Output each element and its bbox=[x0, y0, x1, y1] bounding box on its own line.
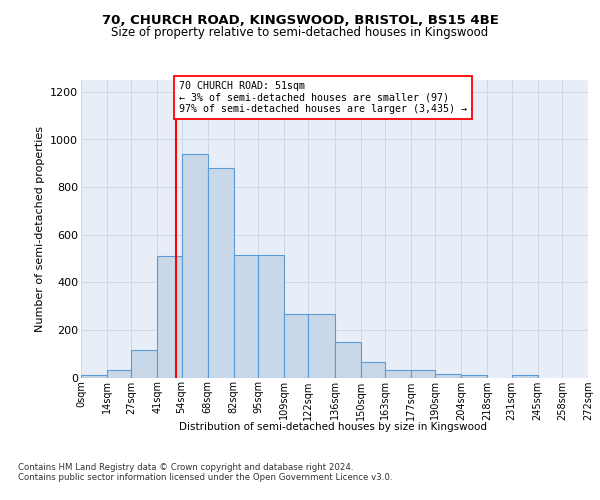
Text: 70, CHURCH ROAD, KINGSWOOD, BRISTOL, BS15 4BE: 70, CHURCH ROAD, KINGSWOOD, BRISTOL, BS1… bbox=[101, 14, 499, 27]
Text: Size of property relative to semi-detached houses in Kingswood: Size of property relative to semi-detach… bbox=[112, 26, 488, 39]
Bar bbox=[234, 255, 258, 378]
Bar bbox=[385, 370, 411, 378]
Bar bbox=[258, 255, 284, 378]
Bar bbox=[411, 370, 435, 378]
Bar bbox=[308, 314, 335, 378]
Text: Contains HM Land Registry data © Crown copyright and database right 2024.
Contai: Contains HM Land Registry data © Crown c… bbox=[18, 462, 392, 482]
Bar bbox=[361, 362, 385, 378]
Bar bbox=[335, 342, 361, 378]
Bar bbox=[512, 375, 538, 378]
Bar bbox=[182, 154, 208, 378]
Bar bbox=[284, 314, 308, 378]
Bar bbox=[81, 375, 107, 378]
Bar bbox=[157, 256, 182, 378]
Bar bbox=[208, 168, 234, 378]
Bar bbox=[131, 350, 157, 378]
Text: 70 CHURCH ROAD: 51sqm
← 3% of semi-detached houses are smaller (97)
97% of semi-: 70 CHURCH ROAD: 51sqm ← 3% of semi-detac… bbox=[179, 81, 467, 114]
Y-axis label: Number of semi-detached properties: Number of semi-detached properties bbox=[35, 126, 44, 332]
Bar bbox=[461, 375, 487, 378]
Bar bbox=[435, 374, 461, 378]
Text: Distribution of semi-detached houses by size in Kingswood: Distribution of semi-detached houses by … bbox=[179, 422, 487, 432]
Bar bbox=[107, 370, 131, 378]
